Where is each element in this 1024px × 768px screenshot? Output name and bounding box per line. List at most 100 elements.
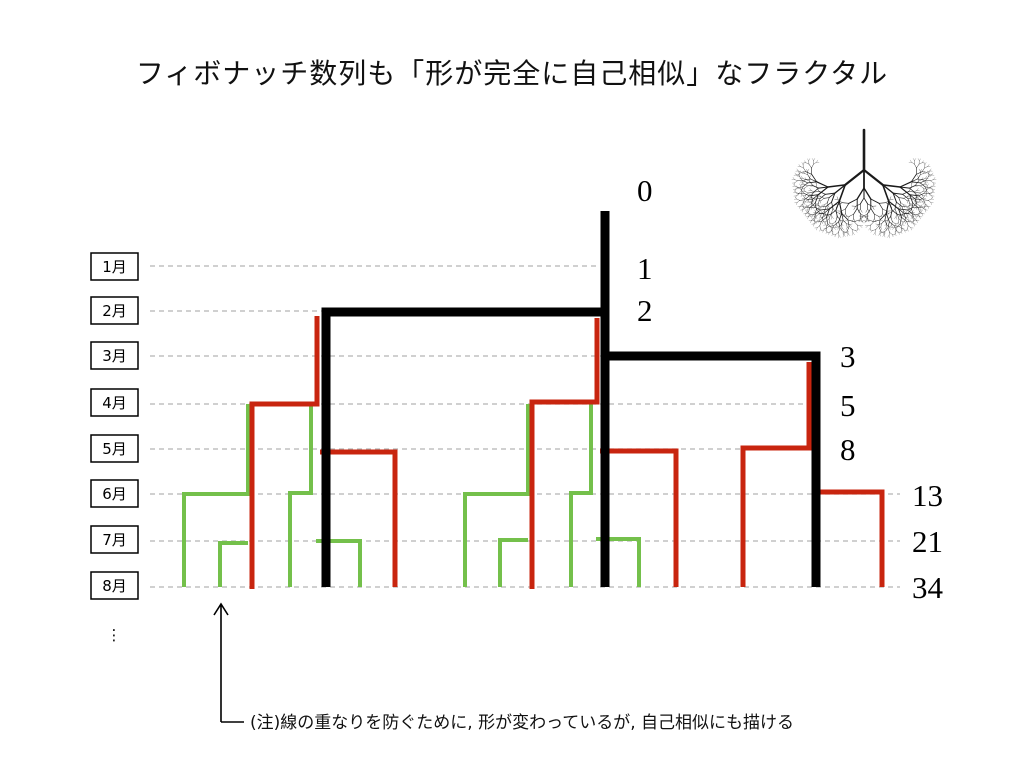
- fractal-tree-branch: [919, 216, 921, 220]
- fractal-tree-branch: [872, 229, 876, 231]
- fractal-tree-branch: [809, 188, 812, 191]
- fractal-tree-branch: [846, 232, 849, 235]
- fractal-tree-branch: [801, 181, 803, 185]
- fractal-tree-branch: [873, 232, 876, 235]
- fractal-tree-branch: [809, 202, 816, 208]
- fractal-tree-branch: [907, 215, 909, 219]
- fractal-tree-branch: [909, 208, 911, 212]
- fib-number: 3: [840, 339, 856, 374]
- fractal-tree-branch: [911, 185, 915, 188]
- fractal-tree-branch: [917, 175, 919, 178]
- fractal-tree-branch: [817, 186, 829, 196]
- fractal-tree-branch: [867, 224, 871, 227]
- fractal-tree-branch: [865, 208, 868, 213]
- fractal-tree-branch: [822, 213, 825, 216]
- fractal-tree-branch: [882, 232, 885, 236]
- fractal-tree-branch: [879, 233, 881, 237]
- fractal-tree-branch: [806, 209, 808, 213]
- fractal-tree-branch: [925, 194, 928, 197]
- fractal-tree-branch: [876, 224, 879, 227]
- fractal-tree-branch: [873, 219, 881, 222]
- fractal-tree-branch: [892, 234, 894, 237]
- fractal-tree-branch: [799, 183, 801, 187]
- fractal-tree-branch: [841, 202, 850, 204]
- red-branch-4: [600, 448, 679, 587]
- fractal-tree-branch: [807, 168, 810, 172]
- fractal-tree-branch: [863, 187, 872, 200]
- fractal-tree-branch: [920, 184, 924, 187]
- fib-number: 5: [840, 388, 856, 423]
- fractal-tree-branch: [809, 175, 811, 178]
- green-branch-2: [218, 541, 248, 587]
- fractal-tree-branch: [860, 225, 863, 228]
- fractal-tree-branch: [912, 216, 914, 220]
- fractal-tree-branch: [914, 218, 916, 221]
- fractal-tree-branch: [831, 233, 833, 236]
- fractal-tree-branch: [826, 218, 830, 222]
- fractal-tree-branch: [893, 233, 896, 236]
- fractal-tree-branch: [818, 206, 822, 210]
- fractal-tree-branch: [824, 206, 827, 212]
- fractal-tree-branch: [929, 185, 932, 189]
- fractal-tree-branch: [906, 205, 911, 208]
- fractal-tree-branch: [814, 202, 817, 210]
- fractal-tree-branch: [831, 201, 834, 210]
- fractal-tree-branch: [810, 190, 815, 193]
- fractal-tree-branch: [811, 218, 815, 221]
- fractal-tree-branch: [818, 219, 820, 223]
- month-ellipsis: ⋮: [107, 626, 122, 644]
- fractal-tree-branch: [811, 215, 813, 219]
- fractal-tree-branch: [903, 196, 908, 199]
- green-branch-1: [182, 404, 250, 587]
- fractal-tree-branch: [846, 226, 848, 230]
- fractal-tree-branch: [825, 224, 830, 227]
- fractal-tree-branch: [857, 224, 861, 227]
- fractal-tree-branch: [816, 181, 829, 188]
- fractal-tree-branch: [819, 193, 826, 199]
- fractal-tree-branch: [908, 212, 913, 214]
- fractal-tree-branch: [925, 191, 927, 195]
- fractal-tree-branch: [821, 210, 825, 214]
- fractal-tree-branch: [808, 192, 814, 194]
- fractal-tree-branch: [811, 173, 818, 183]
- fractal-tree-branch: [902, 214, 906, 218]
- fractal-tree-branch: [841, 228, 845, 231]
- fractal-tree-branch: [835, 221, 837, 226]
- fractal-tree-branch: [848, 225, 853, 230]
- fractal-tree-branch: [911, 181, 914, 184]
- fractal-tree-branch: [818, 206, 820, 210]
- fractal-tree-branch: [843, 232, 846, 236]
- fractal-tree-branch: [853, 221, 858, 226]
- fractal-tree-branch: [862, 168, 884, 186]
- fractal-tree-branch: [816, 203, 819, 206]
- fractal-tree-branch: [914, 163, 917, 169]
- fractal-tree-branch: [802, 207, 804, 210]
- fractal-tree-branch: [838, 199, 843, 203]
- fractal-tree-branch: [924, 194, 927, 197]
- fractal-tree-branch: [817, 205, 822, 208]
- fractal-tree-branch: [838, 235, 840, 239]
- fractal-tree-branch: [814, 207, 821, 211]
- month-label: 3月: [102, 347, 127, 365]
- fractal-tree-branch: [889, 196, 892, 201]
- fractal-tree-branch: [882, 184, 890, 202]
- fractal-tree-branch: [827, 206, 829, 209]
- fractal-tree-branch: [891, 224, 893, 228]
- fractal-tree-branch: [855, 230, 858, 233]
- fractal-tree-branch: [879, 231, 882, 233]
- arrow-up-icon: [213, 602, 229, 722]
- fractal-tree-branch: [882, 213, 885, 217]
- fractal-tree-branch: [835, 204, 839, 209]
- fractal-tree-branch: [851, 232, 854, 236]
- fractal-tree-branch: [889, 224, 892, 227]
- fractal-tree-branch: [816, 187, 820, 192]
- fractal-tree-branch: [926, 191, 930, 194]
- fractal-tree-branch: [807, 216, 809, 220]
- fractal-tree-branch: [824, 210, 826, 215]
- fractal-tree-branch: [890, 212, 892, 216]
- footnote: (注)線の重なりを防ぐために, 形が変わっているが, 自己相似にも描ける: [250, 713, 794, 733]
- fractal-tree-branch: [820, 228, 823, 231]
- fractal-tree-branch: [802, 182, 805, 185]
- fractal-tree-branch: [891, 227, 895, 229]
- fractal-tree-branch: [901, 206, 904, 212]
